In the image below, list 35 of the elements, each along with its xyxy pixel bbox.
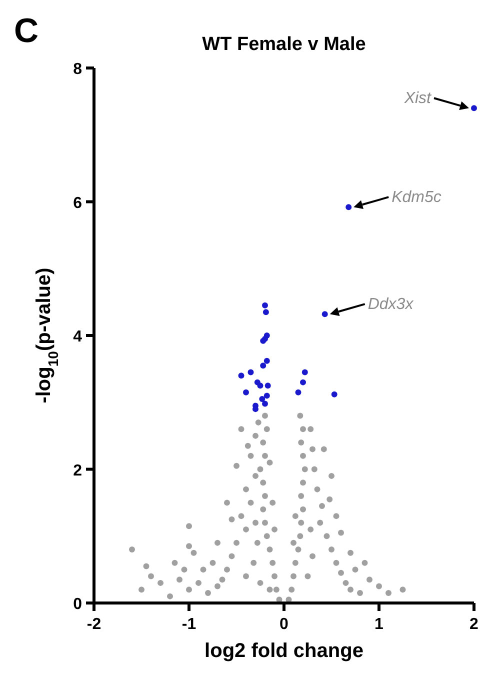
annotation: Kdm5c [392, 189, 442, 206]
x-axis-title: log2 fold change [204, 640, 364, 662]
point [264, 382, 271, 389]
point [264, 358, 270, 364]
x-tick-label: -1 [182, 616, 196, 633]
point [248, 369, 254, 376]
y-tick-label: 2 [73, 462, 82, 480]
point [322, 311, 328, 318]
y-tick-label: 8 [73, 61, 82, 78]
point [302, 369, 308, 376]
x-tick-label: -2 [86, 616, 102, 633]
point [346, 204, 352, 210]
text: C [14, 12, 39, 50]
point [259, 396, 266, 402]
y-tick-label: 4 [73, 328, 82, 346]
point [238, 372, 244, 379]
annotation: Xist [403, 90, 432, 108]
x-tick-label: 0 [280, 616, 289, 633]
point [262, 302, 268, 308]
point [262, 309, 269, 316]
chart-title: WT Female v Male [202, 34, 366, 55]
point [331, 391, 338, 398]
point [243, 389, 249, 396]
point [262, 400, 268, 407]
y-tick-label: 6 [73, 194, 82, 212]
y-tick-label: 0 [73, 596, 82, 613]
x-tick-label: 1 [374, 616, 384, 633]
annotation: Ddx3x [368, 296, 414, 314]
point [260, 362, 266, 369]
point [300, 379, 306, 386]
x-tick-label: 2 [470, 616, 479, 633]
point [257, 382, 264, 389]
point [295, 389, 302, 396]
point [471, 105, 477, 112]
point [264, 392, 270, 399]
